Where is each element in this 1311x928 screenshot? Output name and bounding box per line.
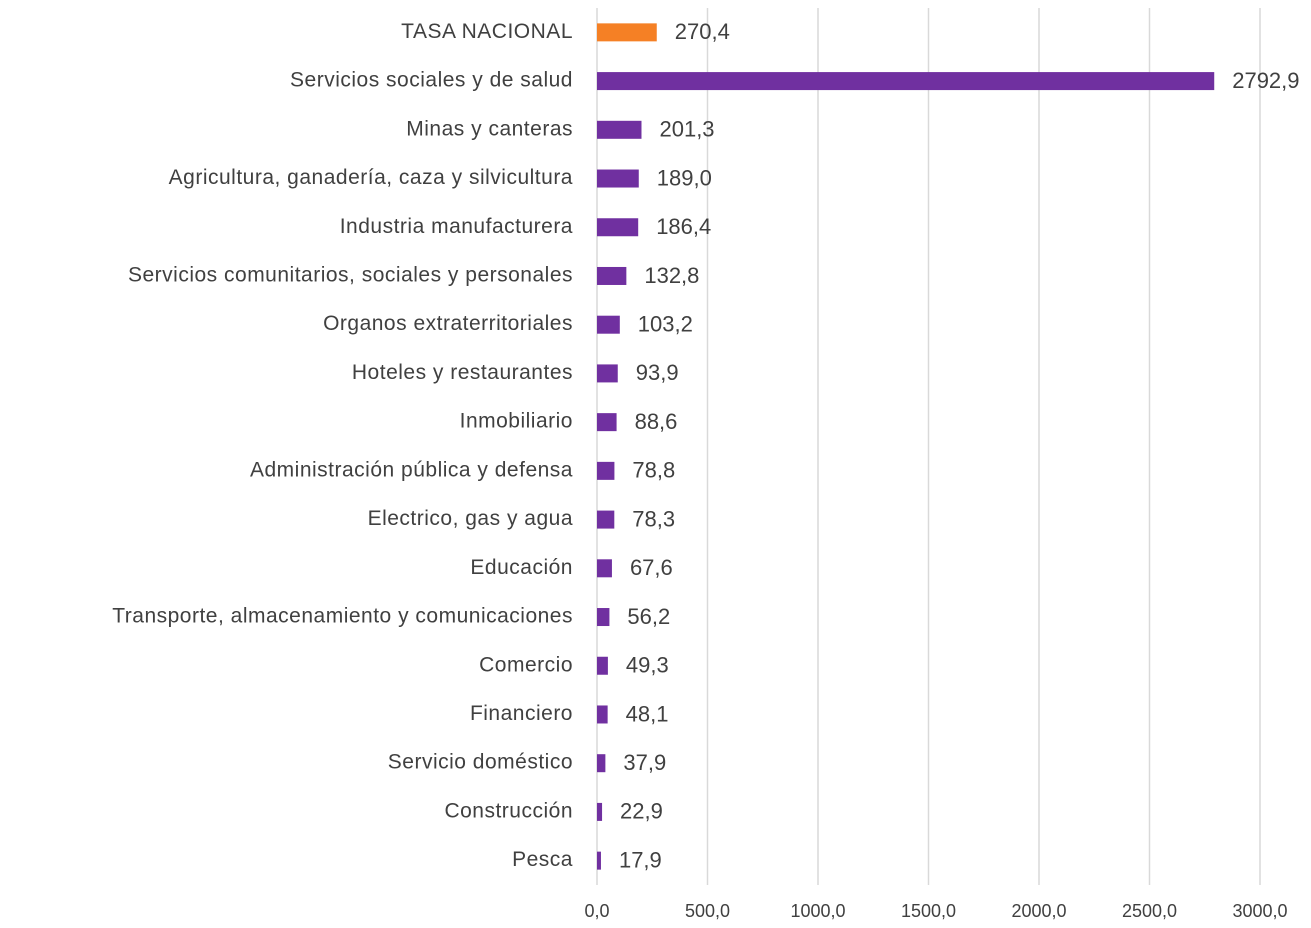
bar xyxy=(597,705,608,724)
bar xyxy=(597,559,612,578)
bar xyxy=(597,266,627,285)
y-tick-label: Servicios sociales y de salud xyxy=(290,69,573,92)
value-label: 37,9 xyxy=(623,750,666,775)
bar xyxy=(597,608,610,627)
value-label: 186,4 xyxy=(656,214,711,239)
y-tick-label: Organos extraterritoriales xyxy=(323,312,573,335)
bar xyxy=(597,315,620,334)
value-label: 49,3 xyxy=(626,653,669,678)
x-tick-label: 3000,0 xyxy=(1232,901,1287,921)
y-tick-label: TASA NACIONAL xyxy=(401,20,573,43)
bar xyxy=(597,364,618,383)
bar xyxy=(597,169,639,188)
value-label: 56,2 xyxy=(627,604,670,629)
y-tick-label: Servicios comunitarios, sociales y perso… xyxy=(128,264,573,287)
value-label: 103,2 xyxy=(638,312,693,337)
x-tick-label: 1000,0 xyxy=(790,901,845,921)
value-label: 270,4 xyxy=(675,19,730,44)
value-label: 132,8 xyxy=(644,263,699,288)
y-tick-label: Comercio xyxy=(479,653,573,676)
bar xyxy=(597,851,601,870)
value-label: 88,6 xyxy=(635,409,678,434)
x-tick-label: 0,0 xyxy=(584,901,609,921)
x-tick-label: 2500,0 xyxy=(1122,901,1177,921)
value-label: 17,9 xyxy=(619,847,662,872)
y-tick-label: Inmobiliario xyxy=(460,410,573,433)
value-label: 2792,9 xyxy=(1232,68,1299,93)
value-label: 67,6 xyxy=(630,555,673,580)
value-label: 93,9 xyxy=(636,360,679,385)
value-label: 48,1 xyxy=(626,701,669,726)
y-tick-label: Hoteles y restaurantes xyxy=(352,361,573,384)
y-tick-label: Construcción xyxy=(444,799,573,822)
x-tick-label: 1500,0 xyxy=(901,901,956,921)
bar xyxy=(597,120,642,139)
y-tick-label: Servicio doméstico xyxy=(388,751,573,774)
y-tick-label: Pesca xyxy=(512,848,573,871)
y-tick-label: Electrico, gas y agua xyxy=(368,507,573,530)
y-tick-label: Agricultura, ganadería, caza y silvicult… xyxy=(169,166,573,189)
y-tick-label: Minas y canteras xyxy=(406,117,573,140)
y-tick-label: Financiero xyxy=(470,702,573,725)
bar xyxy=(597,802,603,821)
bar xyxy=(597,510,615,529)
x-tick-label: 2000,0 xyxy=(1011,901,1066,921)
y-tick-label: Administración pública y defensa xyxy=(250,458,573,481)
bar xyxy=(597,461,615,480)
bar xyxy=(597,656,608,675)
value-label: 22,9 xyxy=(620,799,663,824)
y-tick-label: Industria manufacturera xyxy=(340,215,573,238)
value-label: 189,0 xyxy=(657,165,712,190)
bar xyxy=(597,72,1215,91)
bar xyxy=(597,218,639,237)
bar xyxy=(597,413,617,432)
y-tick-label: Educación xyxy=(470,556,573,579)
bar xyxy=(597,754,606,773)
value-label: 201,3 xyxy=(659,117,714,142)
bar xyxy=(597,23,657,42)
y-tick-label: Transporte, almacenamiento y comunicacio… xyxy=(112,605,573,628)
x-tick-label: 500,0 xyxy=(685,901,730,921)
value-label: 78,3 xyxy=(632,506,675,531)
value-label: 78,8 xyxy=(632,458,675,483)
